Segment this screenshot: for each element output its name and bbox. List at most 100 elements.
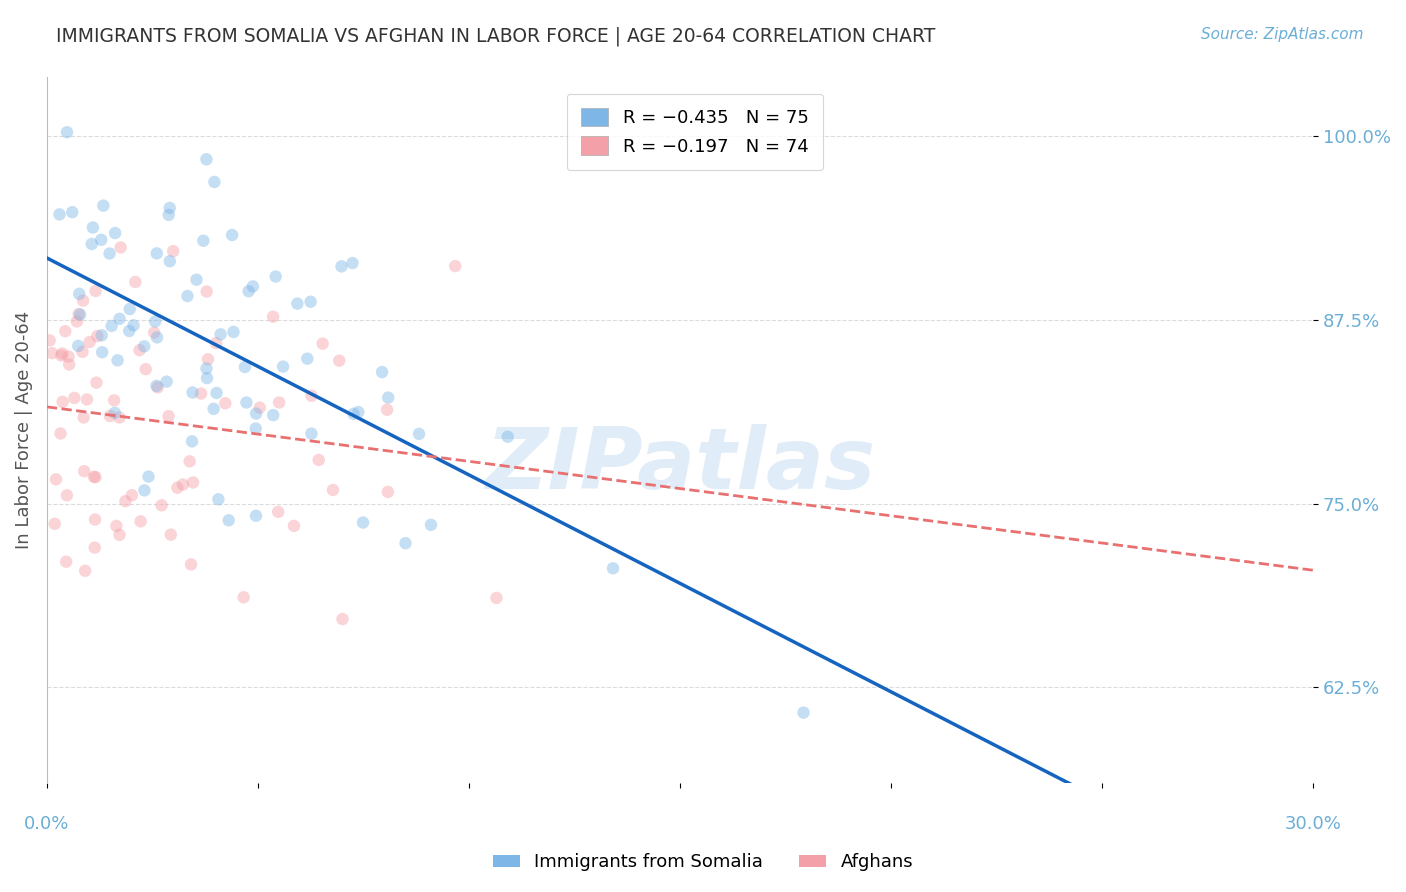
Point [146, 246, 169, 260]
Point [124, 275, 146, 289]
Point [84, 470, 107, 484]
Point [41, 346, 63, 360]
Point [58, 358, 80, 372]
Point [82, 220, 104, 235]
Point [235, 395, 257, 409]
Point [150, 498, 173, 512]
Point [179, 454, 201, 468]
Point [342, 407, 364, 421]
Point [157, 208, 180, 222]
Point [602, 561, 624, 575]
Point [342, 256, 364, 270]
Point [311, 336, 333, 351]
Point [86, 376, 108, 390]
Point [104, 226, 127, 240]
Point [249, 401, 271, 415]
Point [195, 361, 218, 376]
Point [394, 536, 416, 550]
Point [63, 391, 86, 405]
Point [233, 359, 256, 374]
Point [51, 349, 73, 363]
Point [98, 409, 121, 423]
Point [297, 351, 319, 366]
Point [67, 286, 90, 301]
Point [245, 407, 267, 421]
Text: ZIPatlas: ZIPatlas [485, 424, 875, 507]
Point [287, 296, 309, 310]
Point [84, 284, 107, 298]
Point [264, 269, 287, 284]
Point [245, 508, 267, 523]
Point [283, 519, 305, 533]
Point [66, 314, 89, 328]
Point [271, 359, 294, 374]
Point [67, 307, 90, 321]
Point [53, 324, 76, 338]
Point [202, 401, 225, 416]
Text: 0.0%: 0.0% [24, 815, 69, 833]
Legend: Immigrants from Somalia, Afghans: Immigrants from Somalia, Afghans [485, 847, 921, 879]
Point [56, 125, 79, 139]
Point [181, 434, 204, 449]
Point [134, 339, 156, 353]
Point [38, 334, 60, 348]
Point [328, 353, 350, 368]
Point [146, 330, 169, 344]
Point [207, 492, 229, 507]
Point [197, 352, 219, 367]
Point [52, 395, 75, 409]
Point [322, 483, 344, 497]
Point [45, 472, 67, 486]
Point [347, 405, 370, 419]
Point [190, 386, 212, 401]
Point [134, 483, 156, 498]
Text: Source: ZipAtlas.com: Source: ZipAtlas.com [1201, 27, 1364, 42]
Point [145, 379, 167, 393]
Point [51, 346, 73, 360]
Point [73, 464, 96, 478]
Point [195, 285, 218, 299]
Point [193, 234, 215, 248]
Point [157, 409, 180, 424]
Point [90, 233, 112, 247]
Point [238, 285, 260, 299]
Point [375, 402, 398, 417]
Point [172, 477, 194, 491]
Point [91, 199, 114, 213]
Point [44, 516, 66, 531]
Point [262, 310, 284, 324]
Point [75, 564, 97, 578]
Point [166, 481, 188, 495]
Point [69, 308, 91, 322]
Point [181, 475, 204, 490]
Point [420, 517, 443, 532]
Point [138, 469, 160, 483]
Point [444, 259, 467, 273]
Point [103, 393, 125, 408]
Point [72, 344, 94, 359]
Point [496, 430, 519, 444]
Point [48, 207, 70, 221]
Point [308, 453, 330, 467]
Point [159, 201, 181, 215]
Point [377, 391, 399, 405]
Point [202, 175, 225, 189]
Point [222, 325, 245, 339]
Point [485, 591, 508, 605]
Point [121, 488, 143, 502]
Text: IMMIGRANTS FROM SOMALIA VS AFGHAN IN LABOR FORCE | AGE 20-64 CORRELATION CHART: IMMIGRANTS FROM SOMALIA VS AFGHAN IN LAB… [56, 27, 935, 46]
Point [176, 289, 198, 303]
Point [118, 302, 141, 317]
Point [108, 410, 131, 425]
Point [245, 421, 267, 435]
Point [114, 494, 136, 508]
Point [56, 488, 79, 502]
Point [83, 470, 105, 484]
Point [408, 426, 430, 441]
Point [299, 426, 322, 441]
Point [80, 236, 103, 251]
Point [90, 328, 112, 343]
Point [242, 279, 264, 293]
Point [195, 371, 218, 385]
Point [135, 362, 157, 376]
